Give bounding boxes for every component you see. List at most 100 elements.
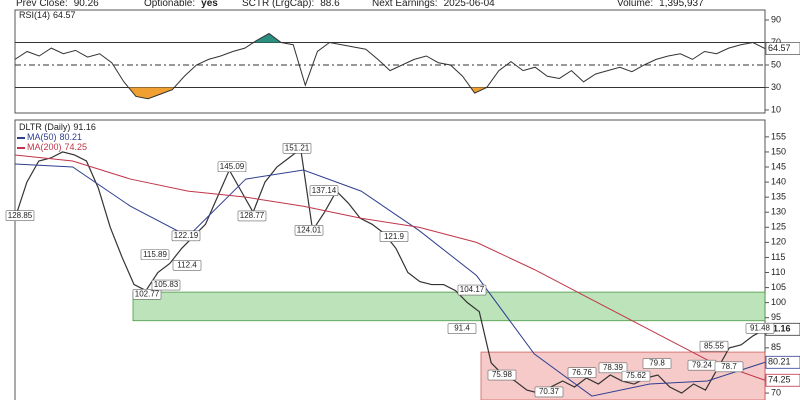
header-value: 2025-06-04: [444, 0, 496, 9]
annotation: 85.55: [704, 341, 725, 350]
y-tick-label: 70: [771, 387, 781, 397]
annotation-box: [309, 185, 339, 197]
header-item: Optionable: yes: [144, 0, 218, 9]
y-tick-label: 50: [771, 59, 781, 69]
last-value-tag-text: 80.21: [768, 357, 791, 367]
legend-last: 74.25: [65, 142, 88, 152]
annotation-box: [217, 161, 247, 173]
annotation-box: [294, 224, 324, 236]
header-value: 88.6: [320, 0, 340, 9]
y-tick-label: 135: [771, 192, 786, 202]
legend-entry: MA(50) 80.21: [27, 132, 82, 142]
annotation-box: [172, 259, 202, 271]
header-value: yes: [201, 0, 218, 9]
header-item: SCTR (LrgCap): 88.6: [242, 0, 340, 9]
annotation-box: [534, 386, 564, 398]
annotation-box: [621, 370, 651, 382]
rsi-last-tag-text: 64.57: [768, 43, 791, 53]
rsi-panel: [14, 9, 766, 114]
annotation: 102.77: [135, 289, 160, 298]
annotation-box: [5, 210, 35, 221]
annotation-box: [457, 284, 487, 296]
legend-name: MA(200): [27, 142, 62, 152]
y-tick-label: 110: [771, 267, 785, 277]
y-tick-label: 30: [771, 82, 781, 92]
annotation: 105.83: [154, 280, 179, 289]
zone: [132, 291, 766, 322]
rsi-oversold-fill: [15, 87, 765, 99]
annotation: 122.19: [174, 231, 199, 240]
legend-name: MA(50): [27, 132, 57, 142]
annotation: 75.62: [626, 371, 647, 380]
annotation: 70.37: [539, 387, 560, 396]
y-tick-label: 115: [771, 252, 785, 262]
annotation: 145.09: [220, 162, 245, 171]
header-item: Volume: 1,395,937: [617, 0, 704, 9]
header-value: 1,395,937: [659, 0, 704, 9]
annotation-box: [237, 210, 267, 222]
y-tick-label: 100: [771, 297, 786, 307]
rsi-legend: RSI(14) 64.57: [19, 10, 76, 20]
annotation: 91.4: [454, 324, 470, 333]
annotation-box: [140, 249, 170, 261]
annotation-box: [151, 279, 181, 291]
y-tick-label: 85: [771, 342, 781, 352]
legend-name: DLTR (Daily): [19, 122, 70, 132]
y-tick-label: 95: [771, 312, 781, 322]
header-label: Optionable:: [144, 0, 195, 9]
last-value-tag: [765, 355, 800, 369]
annotation-box: [487, 369, 517, 381]
annotation: 104.17: [460, 285, 485, 294]
annotation-box: [699, 340, 729, 352]
annotation: 78.7: [721, 362, 737, 371]
y-tick-label: 155: [771, 131, 786, 141]
annotation: 137.14: [312, 186, 337, 195]
annotation-box: [745, 323, 775, 334]
annotation: 79.8: [649, 359, 665, 368]
annotation: 91.48: [750, 323, 771, 332]
y-tick-label: 90: [771, 14, 781, 24]
y-tick-label: 140: [771, 176, 786, 186]
annotation: 121.9: [384, 232, 405, 241]
annotation: 79.24: [692, 360, 713, 369]
header-label: Volume:: [617, 0, 653, 9]
y-tick-label: 130: [771, 207, 786, 217]
last-value-tag-text: 91.16: [768, 324, 791, 334]
annotation-box: [447, 323, 477, 334]
legend-last: 91.16: [73, 122, 96, 132]
annotation-box: [567, 367, 597, 378]
rsi-name: RSI(14): [19, 10, 50, 20]
series-line: [14, 154, 766, 381]
y-tick-label: 70: [771, 37, 781, 47]
annotation: 128.85: [8, 211, 33, 220]
header-label: Prev Close:: [16, 0, 68, 9]
series-line: [14, 163, 766, 397]
header-label: Next Earnings:: [372, 0, 438, 9]
y-tick-label: 150: [771, 146, 786, 156]
annotation: 78.39: [603, 363, 624, 372]
annotation: 151.21: [285, 143, 310, 152]
annotation: 76.76: [572, 368, 593, 377]
rsi-overbought-fill: [15, 33, 765, 43]
header-label: SCTR (LrgCap):: [242, 0, 314, 9]
rsi-last: 64.57: [53, 10, 76, 20]
annotation-box: [282, 143, 312, 154]
annotation: 124.01: [297, 225, 322, 234]
legend-last: 80.21: [60, 132, 83, 142]
header-item: Prev Close: 90.26: [16, 0, 99, 9]
header-value: 90.26: [74, 0, 99, 9]
annotation-box: [171, 230, 201, 242]
price-panel: [14, 119, 766, 405]
y-tick-label: 120: [771, 237, 786, 247]
annotation-box: [642, 358, 672, 369]
last-value-tag: [765, 373, 800, 387]
annotation-box: [132, 288, 162, 300]
annotation: 75.98: [492, 370, 513, 379]
legend-entry: DLTR (Daily) 91.16: [19, 122, 96, 132]
rsi-line: [14, 32, 766, 100]
annotation-box: [714, 361, 744, 373]
legend-entry: MA(200) 74.25: [27, 142, 87, 152]
annotation: 115.89: [143, 250, 167, 259]
